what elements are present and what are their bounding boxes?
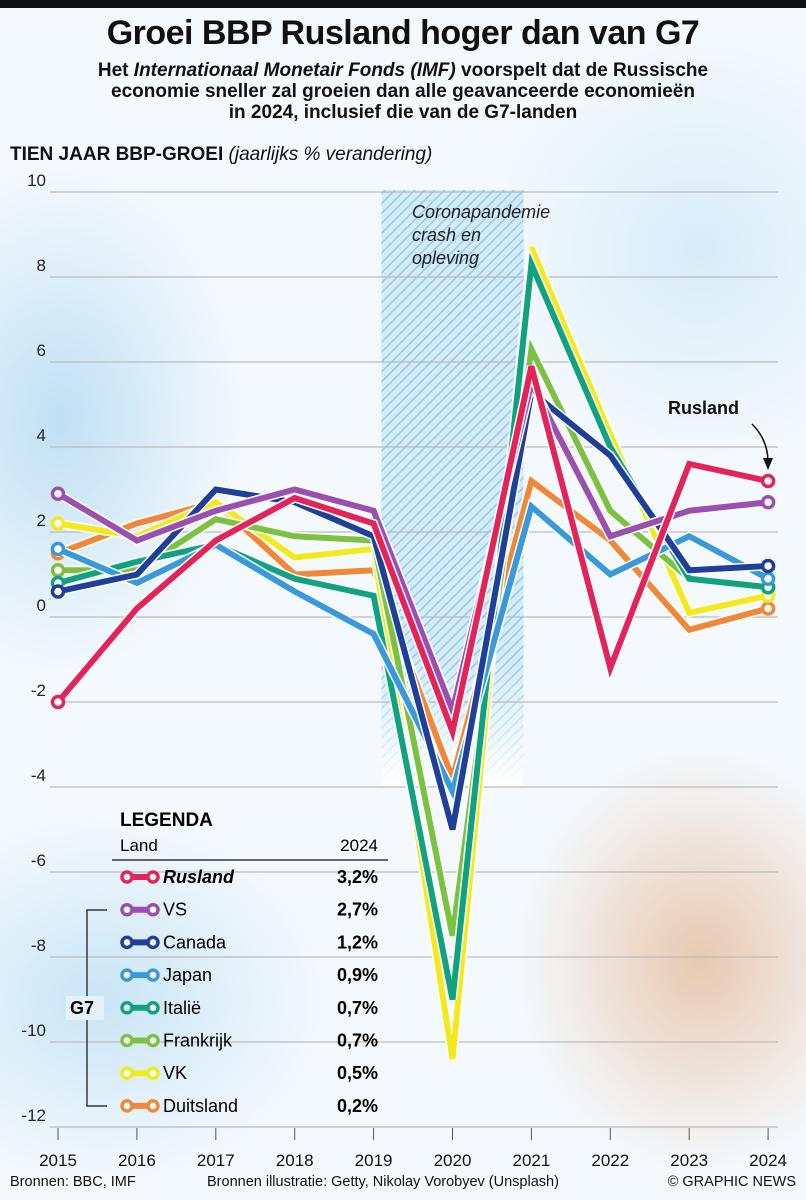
data-point (50, 694, 66, 710)
legend-value: 0,2% (337, 1096, 378, 1116)
legend-marker (120, 935, 134, 950)
series-line-VS (56, 374, 769, 721)
data-point (760, 571, 776, 586)
legend-marker (120, 902, 134, 917)
x-tick-label: 2020 (434, 1151, 472, 1170)
data-point (50, 516, 66, 531)
y-tick-label: -8 (31, 936, 46, 955)
x-tick-label: 2015 (39, 1151, 77, 1170)
page-title: Groei BBP Rusland hoger dan van G7 (106, 14, 700, 52)
legend-value: 2,7% (337, 900, 378, 920)
legend-marker (120, 1099, 134, 1113)
x-tick-label: 2016 (118, 1151, 156, 1170)
subtitle-text: voorspelt dat de Russische (455, 60, 709, 81)
legend-marker (146, 870, 160, 884)
y-tick-label: 0 (37, 596, 46, 615)
x-tick-label: 2023 (670, 1151, 708, 1170)
legend-label: Rusland (163, 867, 235, 887)
series-line-Frankrijk (58, 339, 769, 937)
y-tick-label: 2 (37, 511, 46, 530)
x-tick-label: 2018 (276, 1151, 314, 1170)
subtitle-text: Het (97, 60, 134, 81)
legend-label: VS (163, 900, 187, 920)
subtitle-imf: Internationaal Monetair Fonds (IMF) (133, 60, 456, 81)
legend-marker (120, 968, 134, 982)
data-point (760, 495, 776, 510)
subtitle-text: economie sneller zal groeien dan alle ge… (111, 81, 695, 102)
legend-marker (146, 902, 160, 917)
y-tick-label: -6 (31, 851, 46, 870)
legend-col-land: Land (120, 836, 158, 855)
arrow-head-icon (763, 458, 773, 470)
legend-marker (146, 1066, 160, 1080)
legend-title: LEGENDA (120, 810, 213, 831)
footer-illustration: Bronnen illustratie: Getty, Nikolay Voro… (207, 1174, 559, 1190)
y-tick-label: -4 (31, 766, 46, 785)
legend-label: Frankrijk (163, 1031, 233, 1051)
legend-marker (120, 1001, 134, 1015)
legend-marker (146, 1099, 160, 1113)
y-tick-label: 6 (37, 341, 46, 360)
x-tick-label: 2024 (749, 1151, 787, 1170)
legend-value: 1,2% (337, 932, 378, 952)
y-tick-label: 4 (37, 426, 46, 445)
y-tick-label: -10 (21, 1021, 46, 1040)
top-bar (0, 0, 806, 8)
footer-credit: © GRAPHIC NEWS (667, 1174, 796, 1190)
annotation-text: opleving (412, 248, 479, 268)
x-tick-label: 2021 (512, 1151, 550, 1170)
y-tick-label: -12 (21, 1106, 46, 1125)
legend-value: 0,7% (337, 1031, 378, 1051)
data-point (50, 486, 66, 501)
legend-label: VK (163, 1063, 187, 1083)
chart-heading-unit: (jaarlijks % verandering) (228, 144, 433, 165)
legend-marker (146, 1033, 160, 1048)
legend-label: Italië (163, 998, 201, 1018)
legend-value: 3,2% (337, 867, 378, 887)
data-point (760, 558, 776, 574)
subtitle: Het Internationaal Monetair Fonds (IMF) … (0, 60, 806, 123)
legend-value: 0,7% (337, 998, 378, 1018)
data-point (760, 601, 776, 616)
legend-col-year: 2024 (340, 836, 378, 855)
annotation-text: Coronapandemie (412, 202, 550, 222)
series-line-Canada (57, 386, 769, 831)
legend-marker (120, 1066, 134, 1080)
legend-marker (146, 1001, 160, 1015)
data-point (760, 473, 776, 489)
series-line-Rusland (55, 365, 769, 743)
chart-heading-bold: TIEN JAAR BBP-GROEI (10, 144, 224, 165)
legend-label: Canada (163, 932, 227, 952)
legend-label: Duitsland (163, 1096, 238, 1116)
legend-marker (146, 935, 160, 950)
legend-marker (120, 870, 134, 884)
y-tick-label: 8 (37, 256, 46, 275)
series-label-rusland: Rusland (668, 398, 739, 418)
legend-marker (120, 1033, 134, 1048)
x-tick-label: 2017 (197, 1151, 235, 1170)
data-point (50, 541, 66, 557)
x-tick-label: 2019 (355, 1151, 393, 1170)
footer-sources: Bronnen: BBC, IMF (10, 1174, 136, 1190)
arrow-icon (751, 423, 769, 463)
data-point (50, 563, 66, 578)
data-point (50, 584, 66, 599)
chart-heading: TIEN JAAR BBP-GROEI (jaarlijks % verande… (10, 144, 432, 166)
x-tick-label: 2022 (591, 1151, 629, 1170)
legend-value: 0,5% (337, 1063, 378, 1083)
annotation-text: crash en (412, 225, 481, 245)
legend-marker (146, 968, 160, 982)
legend-value: 0,9% (337, 965, 378, 985)
subtitle-text: in 2024, inclusief die van de G7-landen (228, 102, 578, 123)
legend-label: Japan (163, 965, 212, 985)
y-tick-label: 10 (27, 171, 46, 190)
g7-label: G7 (70, 998, 94, 1018)
y-tick-label: -2 (31, 681, 46, 700)
g7-label-bg (66, 996, 104, 1020)
